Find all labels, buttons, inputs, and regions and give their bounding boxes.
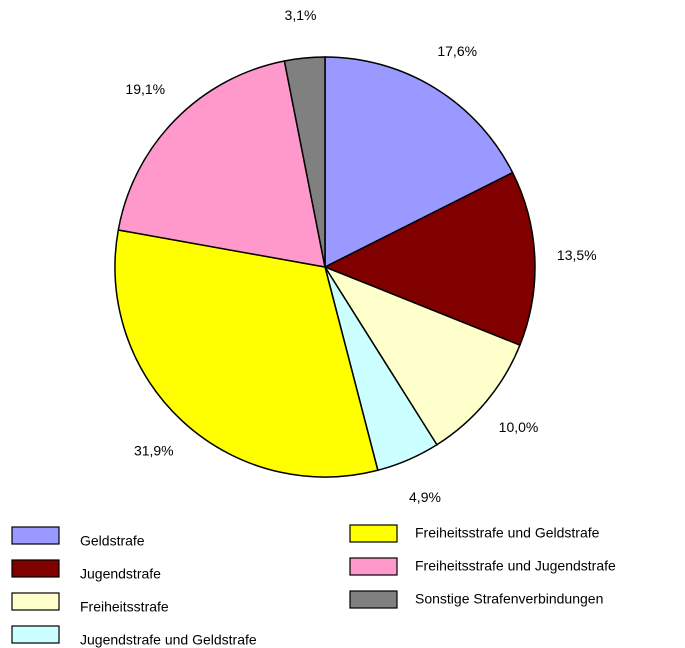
legend-swatch	[349, 590, 398, 609]
legend-swatch	[349, 524, 398, 543]
slice-label: 13,5%	[557, 247, 597, 263]
slice-label: 3,1%	[285, 7, 317, 23]
pie-slice	[114, 229, 379, 478]
legend-label: Jugendstrafe und Geldstrafe	[80, 632, 257, 648]
legend-label: Freiheitsstrafe	[80, 599, 169, 615]
legend-label: Geldstrafe	[80, 533, 145, 549]
pie-slice	[323, 171, 536, 347]
legend-label: Freiheitsstrafe und Jugendstrafe	[415, 558, 616, 574]
slice-label: 31,9%	[134, 443, 174, 459]
legend-label: Sonstige Strafenverbindungen	[415, 591, 603, 607]
legend-swatch	[11, 592, 60, 611]
legend-swatch	[11, 559, 60, 578]
legend-swatch	[349, 557, 398, 576]
slice-label: 17,6%	[437, 43, 477, 59]
slice-label: 19,1%	[125, 81, 165, 97]
pie-slice	[117, 60, 326, 268]
legend-swatch	[11, 526, 60, 545]
slice-label: 4,9%	[409, 489, 441, 505]
pie-slice	[283, 56, 326, 268]
pie-slice	[324, 56, 514, 269]
legend-label: Jugendstrafe	[80, 566, 161, 582]
slice-label: 10,0%	[499, 419, 539, 435]
legend-label: Freiheitsstrafe und Geldstrafe	[415, 525, 600, 541]
pie-slice	[323, 265, 521, 446]
legend-swatch	[11, 625, 60, 644]
